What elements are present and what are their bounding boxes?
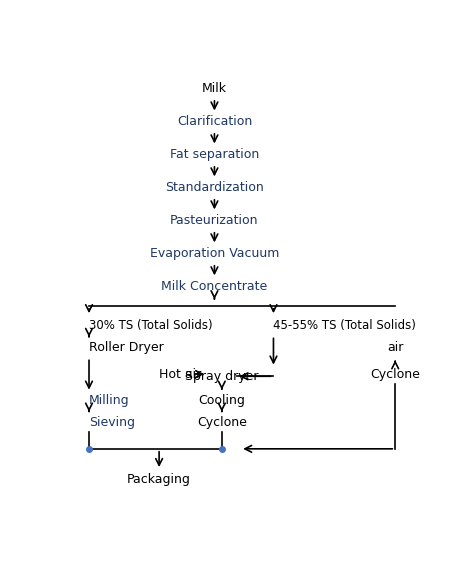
Text: Cooling: Cooling xyxy=(198,394,245,407)
Text: Cyclone: Cyclone xyxy=(197,416,247,429)
Text: Cyclone: Cyclone xyxy=(370,368,420,381)
Text: Milk: Milk xyxy=(202,82,227,95)
Text: Milling: Milling xyxy=(89,394,129,407)
Text: Milk Concentrate: Milk Concentrate xyxy=(161,280,268,293)
Text: Hot air: Hot air xyxy=(159,368,201,381)
Text: Clarification: Clarification xyxy=(177,115,252,128)
Text: Standardization: Standardization xyxy=(165,181,264,194)
Text: Sieving: Sieving xyxy=(89,416,135,429)
Text: Spray dryer: Spray dryer xyxy=(185,370,258,383)
Text: 45-55% TS (Total Solids): 45-55% TS (Total Solids) xyxy=(273,319,416,332)
Text: Roller Dryer: Roller Dryer xyxy=(89,341,164,354)
Text: 30% TS (Total Solids): 30% TS (Total Solids) xyxy=(89,319,213,332)
Text: Fat separation: Fat separation xyxy=(170,148,259,161)
Text: Evaporation Vacuum: Evaporation Vacuum xyxy=(150,247,279,260)
Text: air: air xyxy=(387,341,403,354)
Text: Pasteurization: Pasteurization xyxy=(170,214,258,227)
Text: Packaging: Packaging xyxy=(127,473,191,486)
